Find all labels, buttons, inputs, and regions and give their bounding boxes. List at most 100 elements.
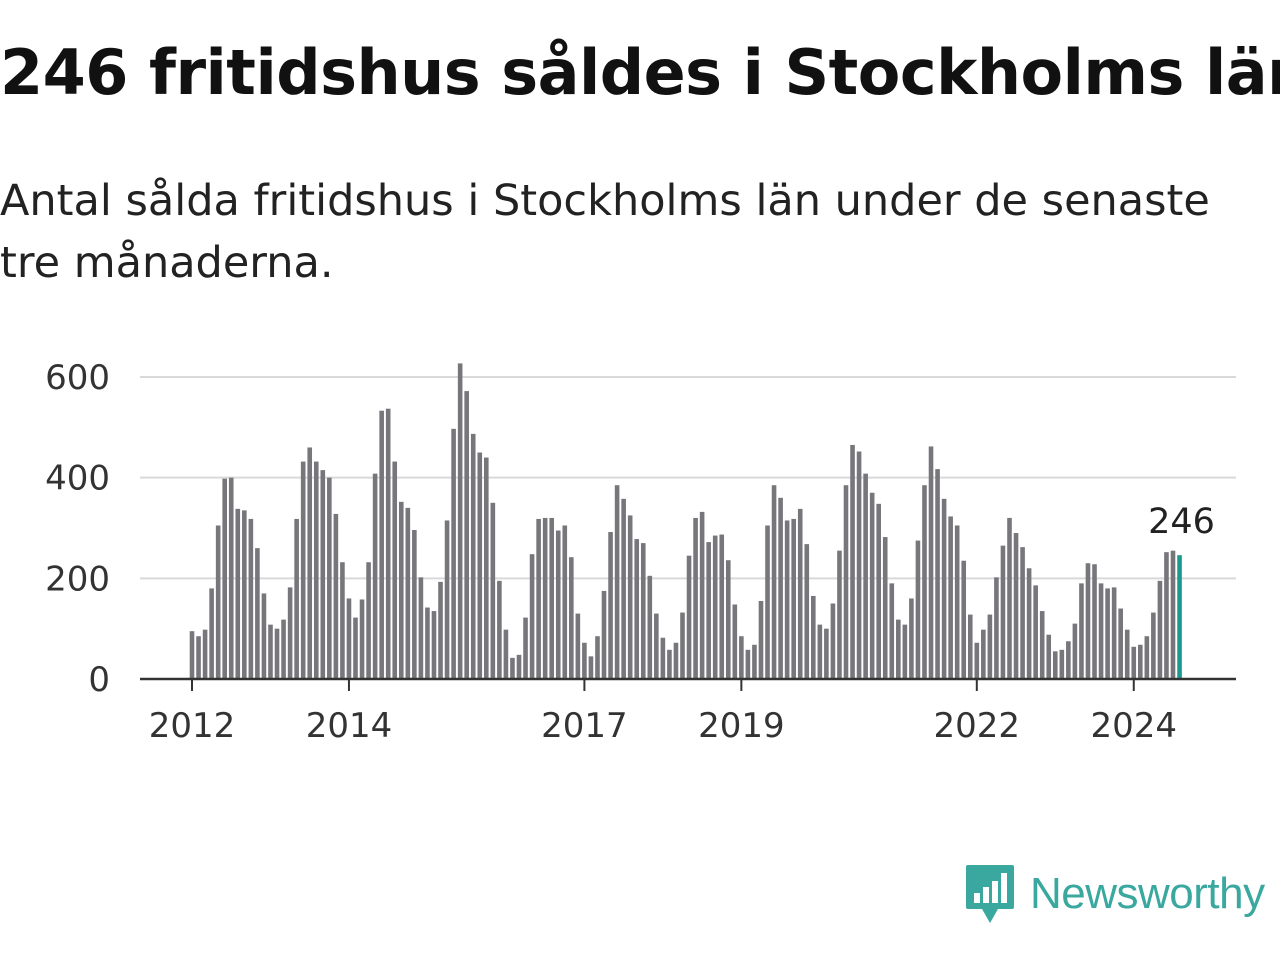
bar — [791, 518, 796, 679]
bar — [536, 518, 541, 679]
bar — [196, 636, 201, 679]
x-axis-ticks: 2012 2014 2017 2019 2022 2024 — [149, 679, 1177, 746]
bar — [189, 631, 195, 679]
bar — [1039, 611, 1045, 679]
bar — [490, 502, 496, 679]
bars — [189, 363, 1182, 679]
bar — [1052, 651, 1058, 679]
bar — [693, 517, 698, 679]
bar — [797, 508, 803, 679]
bar — [1170, 550, 1176, 679]
bar — [961, 560, 967, 679]
bar — [654, 613, 659, 679]
bar — [863, 473, 868, 679]
bar — [451, 428, 456, 679]
bar — [967, 614, 973, 679]
bar — [1046, 634, 1052, 679]
bar — [242, 510, 247, 679]
bar — [614, 485, 620, 679]
bar — [366, 562, 371, 679]
newsworthy-bar-chart-icon — [966, 865, 1014, 923]
bar — [1033, 585, 1038, 679]
bar — [1085, 563, 1091, 679]
bar — [248, 518, 254, 679]
bar — [909, 598, 914, 679]
bar — [555, 530, 561, 679]
bar — [1157, 580, 1163, 679]
bar — [359, 599, 365, 679]
bar — [470, 433, 476, 679]
bar — [497, 580, 502, 679]
bar — [1072, 623, 1078, 679]
bar — [529, 554, 535, 679]
bar — [1118, 608, 1123, 679]
bar — [215, 525, 221, 679]
bar — [640, 543, 646, 679]
bar — [379, 410, 384, 679]
bar — [484, 457, 489, 679]
bar — [856, 451, 862, 679]
bar — [1013, 533, 1019, 679]
bar — [686, 555, 692, 679]
x-tick-label: 2017 — [541, 706, 628, 746]
bar — [935, 469, 940, 679]
newsworthy-logo: Newsworthy — [964, 862, 1265, 926]
bar — [438, 581, 443, 679]
bar — [1020, 547, 1025, 679]
bar — [549, 517, 554, 679]
bar — [922, 485, 927, 679]
bar — [412, 530, 417, 679]
bar — [699, 511, 705, 679]
bar — [235, 508, 241, 679]
bar — [261, 593, 267, 679]
bar — [824, 628, 829, 679]
bar — [811, 595, 816, 679]
bar — [902, 624, 908, 679]
bar — [575, 613, 581, 679]
bar — [405, 507, 411, 679]
bar — [1144, 636, 1150, 679]
bar — [398, 501, 404, 679]
bar — [588, 656, 594, 679]
bar — [392, 461, 398, 679]
bar — [994, 577, 999, 679]
bar — [817, 624, 823, 679]
bar — [732, 604, 738, 679]
bar — [706, 542, 711, 679]
y-axis-ticks: 0 200 400 600 — [45, 358, 110, 700]
bar — [981, 629, 986, 679]
bar — [673, 642, 679, 679]
bar — [745, 649, 751, 679]
page-title: 246 fritidshus såldes i Stockholms län — [0, 36, 1280, 109]
y-tick-label: 600 — [45, 358, 110, 398]
bar — [941, 498, 947, 679]
bar — [209, 588, 214, 679]
bar — [431, 611, 437, 679]
bar — [1124, 629, 1130, 679]
bar — [771, 485, 777, 679]
x-tick-label: 2012 — [149, 706, 236, 746]
bar — [595, 636, 600, 679]
x-tick-label: 2024 — [1090, 706, 1177, 746]
bar — [477, 452, 483, 679]
bar — [830, 603, 836, 679]
bar — [255, 548, 260, 679]
bar — [758, 600, 764, 679]
bar — [464, 391, 469, 679]
bar — [725, 560, 731, 679]
bar — [287, 587, 293, 679]
x-tick-label: 2014 — [306, 706, 393, 746]
bar — [300, 461, 306, 679]
bar — [647, 575, 653, 679]
annotations: 246 — [1148, 502, 1215, 542]
bar — [601, 590, 607, 679]
bar — [1007, 517, 1012, 679]
bar — [712, 535, 718, 679]
bar — [837, 550, 842, 679]
bar — [418, 577, 424, 679]
bar — [608, 532, 613, 679]
bar — [621, 498, 626, 679]
bar — [313, 461, 319, 679]
bar — [915, 540, 921, 679]
bar — [281, 619, 286, 679]
